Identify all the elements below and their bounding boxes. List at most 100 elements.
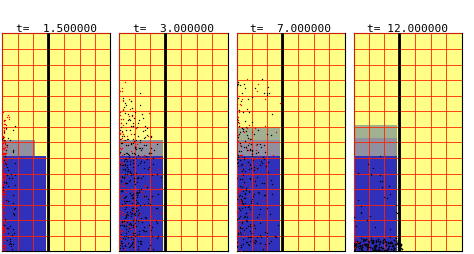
Point	[0, 205, 8, 209]
Point	[118, 213, 126, 217]
Point	[120, 199, 128, 203]
Point	[145, 151, 153, 155]
Point	[253, 175, 260, 179]
Point	[119, 132, 127, 136]
Point	[237, 197, 245, 201]
Point	[116, 242, 124, 246]
Point	[128, 114, 136, 118]
Point	[234, 177, 241, 181]
Point	[118, 202, 125, 206]
Point	[237, 225, 244, 229]
Point	[130, 177, 138, 181]
Point	[129, 231, 137, 235]
Point	[383, 243, 390, 247]
Point	[120, 175, 128, 179]
Point	[134, 176, 142, 180]
Point	[236, 95, 243, 99]
Point	[354, 241, 361, 245]
Point	[143, 133, 151, 137]
Point	[118, 164, 126, 168]
Point	[368, 241, 376, 245]
Point	[237, 193, 244, 197]
Point	[246, 162, 254, 166]
Point	[123, 181, 131, 185]
Point	[137, 159, 145, 163]
Point	[124, 138, 132, 142]
Point	[250, 158, 258, 162]
Point	[0, 190, 7, 194]
Point	[118, 90, 126, 94]
Point	[121, 173, 128, 177]
Point	[258, 182, 266, 186]
Point	[131, 211, 138, 215]
Point	[235, 116, 242, 120]
Point	[258, 78, 266, 82]
Point	[356, 249, 363, 253]
Point	[364, 239, 372, 243]
Point	[121, 237, 128, 241]
Point	[391, 243, 399, 247]
Point	[234, 201, 242, 205]
Point	[144, 180, 152, 184]
Point	[119, 118, 127, 122]
Point	[238, 206, 246, 210]
Point	[123, 214, 130, 218]
Point	[0, 152, 7, 156]
Point	[127, 243, 135, 247]
Point	[9, 128, 17, 132]
Point	[125, 229, 132, 233]
Point	[0, 245, 7, 249]
Point	[127, 227, 135, 231]
Point	[9, 242, 17, 246]
Point	[135, 229, 143, 233]
Point	[3, 174, 11, 178]
Point	[143, 143, 150, 147]
Point	[120, 106, 128, 110]
Point	[237, 198, 244, 202]
Point	[129, 158, 137, 163]
Point	[250, 132, 258, 136]
Point	[2, 199, 9, 203]
Point	[350, 215, 358, 219]
Point	[1, 210, 9, 214]
Point	[248, 120, 255, 124]
Point	[142, 229, 150, 233]
Point	[2, 157, 10, 162]
Point	[257, 145, 265, 149]
Point	[397, 243, 404, 247]
Point	[129, 162, 137, 166]
Point	[254, 235, 261, 239]
Point	[1, 190, 9, 194]
Point	[379, 238, 387, 242]
Point	[124, 241, 131, 245]
Point	[134, 247, 142, 251]
Point	[234, 118, 241, 122]
Point	[236, 189, 244, 193]
Point	[122, 128, 129, 132]
Point	[242, 192, 249, 196]
Point	[237, 198, 245, 202]
Point	[353, 239, 361, 243]
Point	[261, 157, 268, 162]
Point	[125, 98, 133, 102]
Point	[374, 236, 382, 241]
Point	[0, 224, 7, 228]
Point	[0, 183, 6, 187]
Point	[378, 179, 385, 183]
Point	[351, 240, 358, 244]
Point	[9, 193, 17, 197]
Point	[1, 188, 9, 192]
Point	[368, 240, 376, 244]
Point	[261, 242, 268, 246]
Point	[121, 157, 129, 161]
Point	[239, 173, 246, 177]
Point	[245, 205, 252, 209]
Point	[121, 195, 129, 199]
Point	[129, 225, 137, 229]
Point	[376, 248, 383, 252]
Point	[234, 83, 241, 87]
Bar	[354, 125, 397, 138]
Point	[365, 240, 373, 244]
Point	[248, 152, 256, 156]
Point	[118, 219, 126, 224]
